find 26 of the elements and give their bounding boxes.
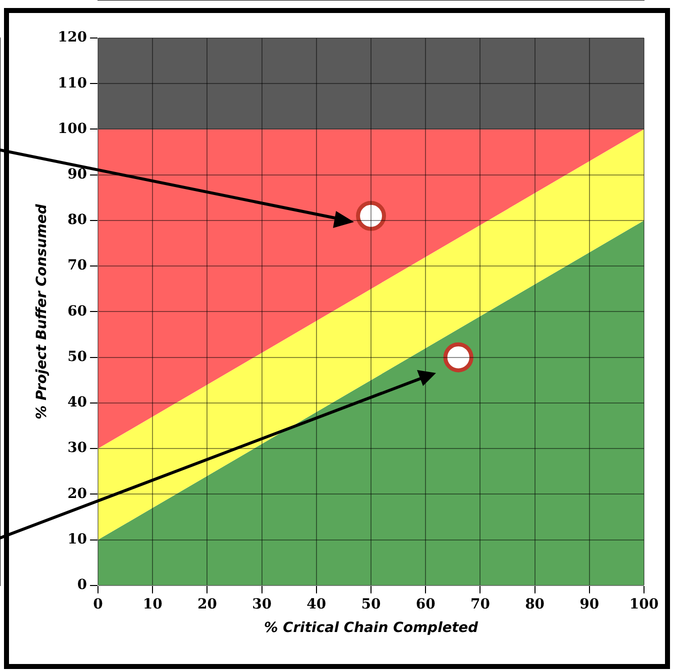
- y-tick-label: 90: [68, 166, 88, 182]
- x-tick-label: 70: [470, 596, 490, 612]
- y-tick-label: 120: [58, 30, 88, 46]
- y-axis-title: % Project Buffer Consumed: [34, 203, 50, 420]
- y-tick-label: 10: [68, 531, 88, 548]
- y-tick-label: 0: [77, 577, 88, 594]
- y-tick-label: 110: [58, 75, 88, 92]
- x-tick-label: 10: [142, 596, 163, 612]
- y-tick-label: 40: [68, 394, 88, 411]
- y-tick-label: 50: [68, 348, 88, 365]
- x-tick-label: 0: [93, 596, 104, 612]
- x-tick-label: 40: [306, 596, 326, 612]
- x-tick-label: 80: [525, 596, 545, 612]
- y-tick-label: 70: [68, 258, 88, 274]
- x-tick-label: 90: [580, 596, 600, 612]
- x-tick-label: 60: [416, 596, 436, 612]
- x-axis-title: % Critical Chain Completed: [264, 620, 480, 636]
- x-tick-label: 20: [197, 596, 218, 612]
- y-tick-label: 100: [58, 120, 88, 137]
- x-tick-label: 50: [361, 596, 382, 612]
- y-tick-label: 20: [68, 486, 88, 502]
- x-tick-label: 100: [629, 596, 659, 612]
- y-tick-label: 30: [68, 440, 88, 456]
- x-tick-label: 30: [252, 596, 272, 612]
- y-tick-label: 60: [68, 303, 88, 320]
- y-tick-label: 80: [68, 212, 88, 228]
